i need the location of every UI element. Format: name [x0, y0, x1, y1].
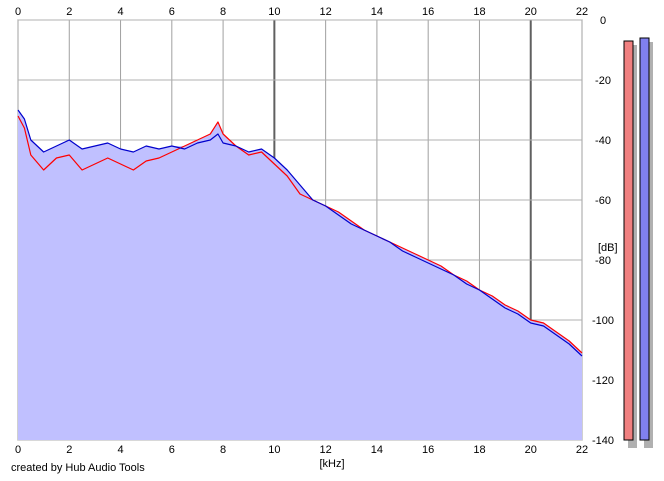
level-meter-right — [639, 37, 650, 441]
x-tick-label-bottom-0: 0 — [15, 444, 21, 456]
x-tick-label-bottom-7: 14 — [371, 444, 383, 456]
x-tick-label-bottom-2: 4 — [117, 444, 123, 456]
y-tick-label-4: -80 — [595, 255, 611, 267]
y-tick-label-1: -20 — [595, 75, 611, 87]
x-tick-label-top-9: 18 — [473, 6, 485, 18]
x-tick-label-bottom-3: 6 — [169, 444, 175, 456]
y-axis-unit: [dB] — [598, 242, 618, 254]
x-tick-label-top-11: 22 — [576, 6, 588, 18]
y-tick-label-5: -100 — [592, 315, 614, 327]
credit-text: created by Hub Audio Tools — [11, 462, 145, 474]
spectrum-area-fill — [18, 110, 582, 440]
x-tick-label-top-1: 2 — [66, 6, 72, 18]
series-line-0 — [17, 115, 583, 354]
x-tick-label-bottom-6: 12 — [320, 444, 332, 456]
x-tick-label-bottom-4: 8 — [220, 444, 226, 456]
x-tick-label-bottom-1: 2 — [66, 444, 72, 456]
x-tick-label-top-5: 10 — [268, 6, 280, 18]
x-axis-unit: [kHz] — [319, 458, 344, 470]
level-meters — [623, 37, 653, 448]
series-layer — [17, 109, 583, 357]
level-meter-left — [623, 40, 634, 441]
y-tick-label-7: -140 — [592, 435, 614, 447]
y-tick-labels: 0 -20 -40 -60 -80 -100 -120 -140 — [592, 15, 614, 447]
x-tick-label-bottom-9: 18 — [473, 444, 485, 456]
x-tick-label-bottom-10: 20 — [525, 444, 537, 456]
y-tick-label-0: 0 — [600, 15, 606, 27]
x-tick-label-top-3: 6 — [169, 6, 175, 18]
y-tick-label-2: -40 — [595, 135, 611, 147]
series-line-1 — [17, 109, 583, 357]
x-tick-label-top-4: 8 — [220, 6, 226, 18]
x-tick-label-top-7: 14 — [371, 6, 383, 18]
x-tick-label-top-6: 12 — [320, 6, 332, 18]
x-tick-label-top-0: 0 — [15, 6, 21, 18]
y-tick-label-3: -60 — [595, 195, 611, 207]
y-tick-label-6: -120 — [592, 375, 614, 387]
x-tick-label-bottom-8: 16 — [422, 444, 434, 456]
x-tick-label-top-10: 20 — [525, 6, 537, 18]
x-tick-label-bottom-5: 10 — [268, 444, 280, 456]
x-tick-label-top-8: 16 — [422, 6, 434, 18]
x-tick-label-bottom-11: 22 — [576, 444, 588, 456]
x-tick-label-top-2: 4 — [117, 6, 123, 18]
